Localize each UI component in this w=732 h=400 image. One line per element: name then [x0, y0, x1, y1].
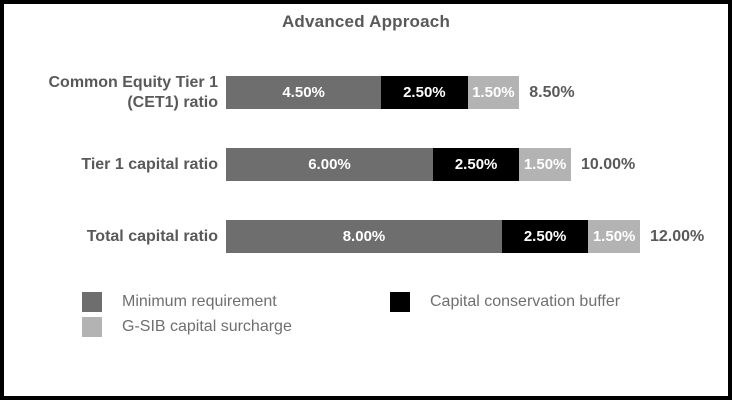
- chart-title: Advanced Approach: [281, 12, 451, 31]
- total-label: 8.50%: [529, 83, 575, 101]
- category-label: Common Equity Tier 1 (CET1) ratio: [48, 73, 218, 111]
- bar-segment-minimum-requirement: 6.00%: [226, 148, 433, 181]
- legend-label: Minimum requirement: [122, 293, 277, 310]
- chart-legend: Minimum requirement G-SIB capital surchar…: [82, 292, 728, 342]
- bar-segment-g-sib-capital-surcharge: 1.50%: [467, 76, 520, 109]
- total-label: 12.00%: [650, 227, 705, 245]
- legend-column: Minimum requirement G-SIB capital surchar…: [82, 292, 390, 342]
- legend-swatch-icon: [82, 292, 102, 312]
- stacked-bar: 8.00% 2.50% 1.50%: [226, 220, 640, 253]
- category-label: Total capital ratio: [86, 227, 218, 245]
- total-label: 10.00%: [581, 155, 636, 173]
- legend-column: Capital conservation buffer: [390, 292, 620, 317]
- bar-row: Total capital ratio 8.00% 2.50% 1.50% 12.00%: [4, 220, 728, 253]
- bar-segment-minimum-requirement: 8.00%: [226, 220, 502, 253]
- bar-segment-minimum-requirement: 4.50%: [226, 76, 382, 109]
- category-label: Tier 1 capital ratio: [81, 155, 218, 173]
- legend-item-g-sib-capital-surcharge: G-SIB capital surcharge: [82, 317, 390, 337]
- bar-chart-plot: Common Equity Tier 1 (CET1) ratio 4.50% 2.…: [4, 74, 728, 253]
- bar-segment-capital-conservation-buffer: 2.50%: [433, 148, 520, 181]
- bar-segment-g-sib-capital-surcharge: 1.50%: [519, 148, 571, 181]
- legend-item-capital-conservation-buffer: Capital conservation buffer: [390, 292, 620, 312]
- legend-swatch-icon: [390, 292, 410, 312]
- legend-item-minimum-requirement: Minimum requirement: [82, 292, 390, 312]
- bar-segment-capital-conservation-buffer: 2.50%: [502, 220, 589, 253]
- legend-label: G-SIB capital surcharge: [122, 318, 292, 335]
- bar-row: Common Equity Tier 1 (CET1) ratio 4.50% 2.…: [4, 74, 728, 111]
- stacked-bar: 4.50% 2.50% 1.50%: [226, 76, 520, 109]
- bar-row: Tier 1 capital ratio 6.00% 2.50% 1.50% 10.00…: [4, 148, 728, 181]
- legend-label: Capital conservation buffer: [430, 293, 621, 310]
- legend-swatch-icon: [82, 317, 102, 337]
- bar-segment-g-sib-capital-surcharge: 1.50%: [588, 220, 640, 253]
- stacked-bar: 6.00% 2.50% 1.50%: [226, 148, 571, 181]
- bar-segment-capital-conservation-buffer: 2.50%: [381, 76, 468, 109]
